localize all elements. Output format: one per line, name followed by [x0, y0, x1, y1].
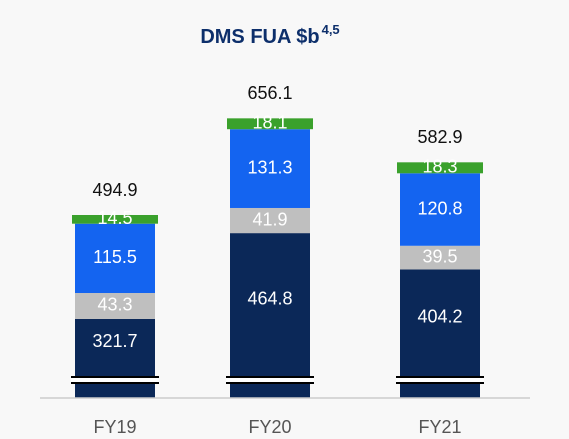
total-label: 582.9 [417, 127, 462, 147]
axis-break-gap [71, 377, 159, 383]
segment-label: 115.5 [93, 247, 137, 267]
total-label: 656.1 [247, 83, 292, 103]
segment-label: 39.5 [422, 246, 457, 266]
segment-label: 120.8 [417, 198, 462, 218]
segment-label: 131.3 [247, 157, 292, 177]
segment-label: 321.7 [92, 331, 137, 351]
bar-segment [75, 293, 155, 319]
bar-segment [72, 215, 158, 224]
axis-break-gap [226, 377, 314, 383]
bar-segment [75, 223, 155, 293]
segment-label: 404.2 [417, 306, 462, 326]
bar-segment [230, 129, 310, 208]
bar-segment [75, 318, 155, 398]
x-tick-label: FY20 [248, 417, 291, 437]
bar-segment [230, 233, 310, 398]
segment-label: 41.9 [252, 209, 287, 229]
bar-segment [227, 118, 313, 130]
bar-segment [400, 245, 480, 270]
axis-break-gap [396, 377, 484, 383]
x-tick-label: FY21 [418, 417, 461, 437]
bar-segment [400, 173, 480, 246]
chart-title: DMS FUA $b 4,5 [200, 22, 339, 48]
title-text: DMS FUA $b [200, 26, 319, 48]
segment-label: 464.8 [247, 288, 292, 308]
bar-segment [397, 162, 483, 174]
title-superscript: 4,5 [322, 22, 340, 37]
total-label: 494.9 [92, 180, 137, 200]
segment-label: 14.5 [97, 208, 132, 228]
x-tick-label: FY19 [93, 417, 136, 437]
segment-label: 18.1 [252, 113, 287, 133]
bar-segment [230, 207, 310, 234]
segment-label: 18.3 [422, 157, 457, 177]
segment-label: 43.3 [97, 295, 132, 315]
